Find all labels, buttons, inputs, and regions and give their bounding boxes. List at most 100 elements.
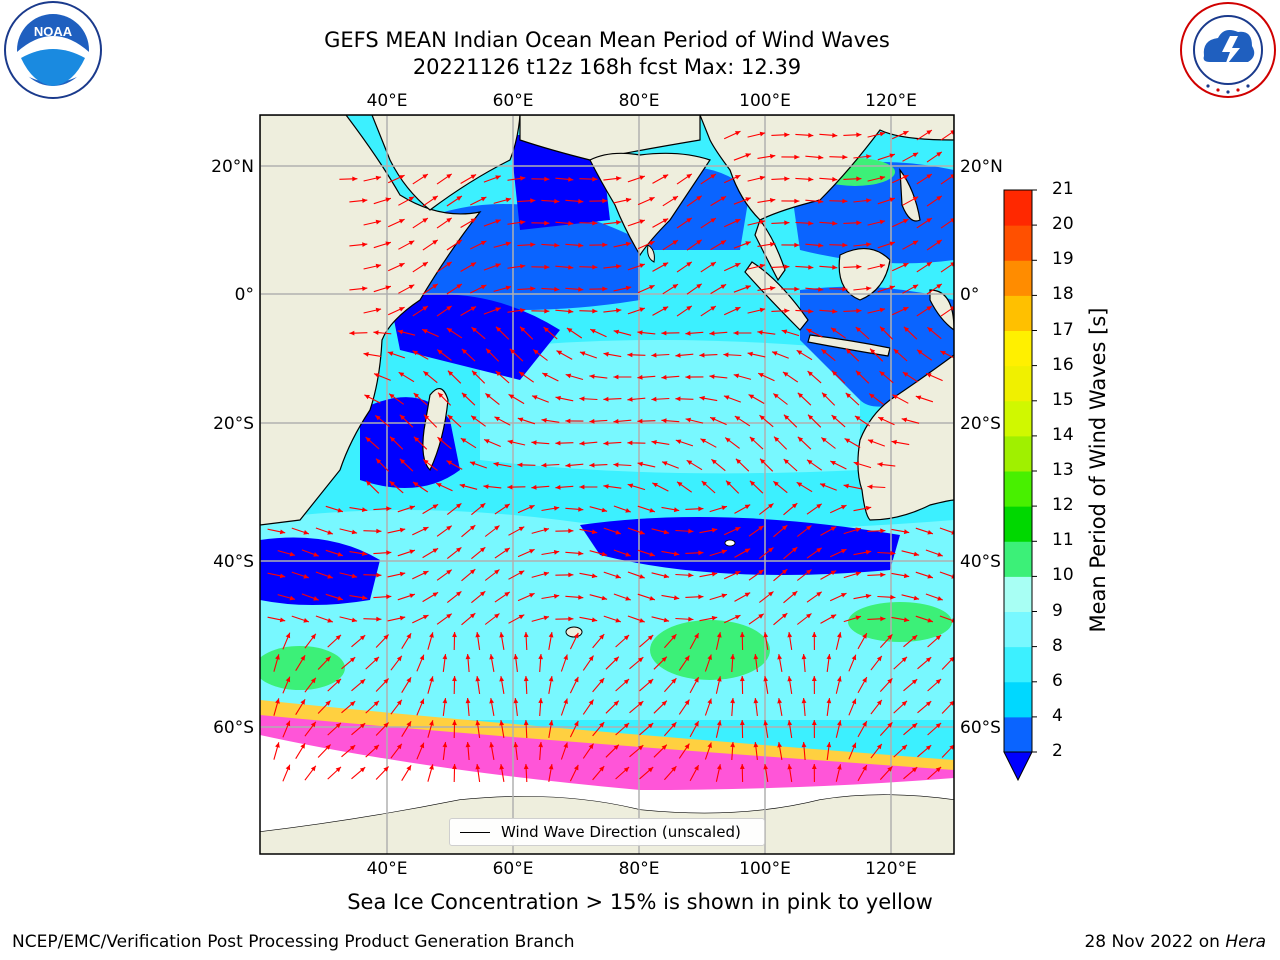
wave-direction-arrowhead xyxy=(867,439,874,444)
wave-direction-arrowhead xyxy=(684,743,690,750)
wave-direction-arrowhead xyxy=(412,350,418,356)
wave-direction-arrowhead xyxy=(711,459,717,465)
wave-direction-arrowhead xyxy=(753,742,759,748)
wave-direction-arrowhead xyxy=(616,264,622,269)
wave-direction-arrowhead xyxy=(721,505,727,511)
wave-direction-arrowhead xyxy=(637,330,643,335)
wave-direction-arrowhead xyxy=(383,634,389,640)
colorbar-tick-label: 21 xyxy=(1052,179,1074,199)
wave-direction-arrowhead xyxy=(832,370,838,376)
wave-direction-arrowhead xyxy=(544,308,550,314)
wave-direction-arrowhead xyxy=(602,198,608,204)
wave-direction-arrowhead xyxy=(406,765,412,771)
wave-direction-arrowhead xyxy=(726,480,732,486)
wave-direction-arrowhead xyxy=(337,507,343,513)
wave-direction-arrowhead xyxy=(432,195,438,201)
wave-direction-arrowhead xyxy=(865,505,872,511)
wave-direction-arrowhead xyxy=(529,505,535,510)
wave-direction-arrowhead xyxy=(375,415,381,421)
colorbar-segment xyxy=(1004,681,1032,718)
wave-direction-arrowhead xyxy=(399,175,405,180)
wave-direction-arrowhead xyxy=(613,700,619,706)
wave-direction-arrowhead xyxy=(854,415,861,421)
wave-direction-arrowhead xyxy=(787,720,793,726)
wave-direction-arrowhead xyxy=(926,174,932,179)
wave-direction-arrowhead xyxy=(422,174,428,179)
wave-direction-arrowhead xyxy=(851,698,857,705)
wave-direction-arrowhead xyxy=(446,613,452,619)
wave-direction-arrowhead xyxy=(351,617,358,623)
wave-direction-arrowhead xyxy=(422,262,428,267)
wave-direction-arrowhead xyxy=(720,240,727,245)
wave-direction-arrowhead xyxy=(903,529,910,535)
wave-direction-arrowhead xyxy=(694,765,699,771)
wave-direction-arrowhead xyxy=(671,678,677,684)
wave-direction-arrowhead xyxy=(759,307,766,313)
wave-direction-arrowhead xyxy=(494,569,500,575)
wave-direction-arrowhead xyxy=(376,616,382,622)
wave-direction-arrowhead xyxy=(397,329,404,335)
wave-direction-arrowhead xyxy=(589,462,595,468)
wave-direction-arrowhead xyxy=(796,350,803,355)
wave-direction-arrowhead xyxy=(781,525,788,531)
wave-direction-arrowhead xyxy=(926,306,932,311)
wave-direction-arrowhead xyxy=(675,439,682,444)
wave-direction-arrowhead xyxy=(707,654,712,660)
wave-direction-arrowhead xyxy=(826,654,832,660)
wave-direction-arrowhead xyxy=(784,132,790,138)
wave-direction-arrowhead xyxy=(759,263,766,269)
wave-direction-arrowhead xyxy=(279,617,286,623)
wave-direction-arrowhead xyxy=(830,570,837,576)
wave-direction-arrowhead xyxy=(777,698,782,704)
wave-direction-arrowhead xyxy=(507,439,513,445)
wave-direction-arrowhead xyxy=(801,654,807,660)
wave-direction-arrowhead xyxy=(523,676,529,682)
colorbar-tick-label: 16 xyxy=(1052,354,1074,375)
wave-direction-arrowhead xyxy=(513,698,519,704)
chart-subtitle: 20221126 t12z 168h fcst Max: 12.39 xyxy=(412,55,802,79)
wave-direction-arrowhead xyxy=(446,261,452,267)
wave-direction-arrowhead xyxy=(375,263,382,269)
wave-direction-arrowhead xyxy=(532,395,538,400)
wave-direction-arrowhead xyxy=(901,417,908,423)
footer-date: 28 Nov 2022 on Hera xyxy=(1084,932,1266,952)
wave-direction-arrowhead xyxy=(903,131,909,136)
wave-direction-arrowhead xyxy=(866,286,872,291)
wave-direction-arrowhead xyxy=(513,742,519,748)
wave-direction-arrowhead xyxy=(327,574,333,579)
wave-direction-arrowhead xyxy=(688,572,694,578)
footer-branch: NCEP/EMC/Verification Post Processing Pr… xyxy=(12,932,575,952)
wave-direction-arrowhead xyxy=(399,263,405,268)
lat-tick-label: 20°N xyxy=(211,157,254,177)
wave-direction-arrowhead xyxy=(677,481,683,487)
wave-direction-arrowhead xyxy=(494,613,500,619)
wave-direction-arrowhead xyxy=(675,353,681,358)
wave-direction-arrowhead xyxy=(903,263,909,268)
wave-direction-arrowhead xyxy=(887,634,893,640)
wave-direction-arrowhead xyxy=(787,676,793,682)
wave-direction-arrowhead xyxy=(592,264,598,270)
wave-direction-arrowhead xyxy=(327,618,333,623)
wave-direction-arrowhead xyxy=(787,764,793,770)
wave-direction-arrowhead xyxy=(615,574,621,579)
wave-direction-arrowhead xyxy=(592,220,598,226)
wave-direction-arrowhead xyxy=(769,198,776,203)
wave-direction-arrowhead xyxy=(553,550,560,555)
wave-direction-arrowhead xyxy=(362,286,368,291)
wave-direction-arrowhead xyxy=(615,618,621,623)
colorbar-segment xyxy=(1004,365,1032,402)
wave-direction-arrowhead xyxy=(523,632,529,638)
wave-direction-arrowhead xyxy=(385,241,391,247)
wave-direction-arrowhead xyxy=(556,350,563,356)
wave-direction-arrowhead xyxy=(327,530,333,535)
wave-direction-arrowhead xyxy=(753,654,759,660)
lat-tick-label: 20°S xyxy=(213,414,254,434)
wave-direction-arrowhead xyxy=(925,745,932,751)
wave-direction-arrowhead xyxy=(568,265,574,270)
wave-direction-arrowhead xyxy=(615,530,621,535)
lat-tick-label: 0° xyxy=(235,285,254,305)
wave-direction-arrowhead xyxy=(831,327,837,333)
colorbar-segment xyxy=(1004,435,1032,472)
wave-direction-arrowhead xyxy=(710,174,716,179)
colorbar-segment xyxy=(1004,190,1032,226)
